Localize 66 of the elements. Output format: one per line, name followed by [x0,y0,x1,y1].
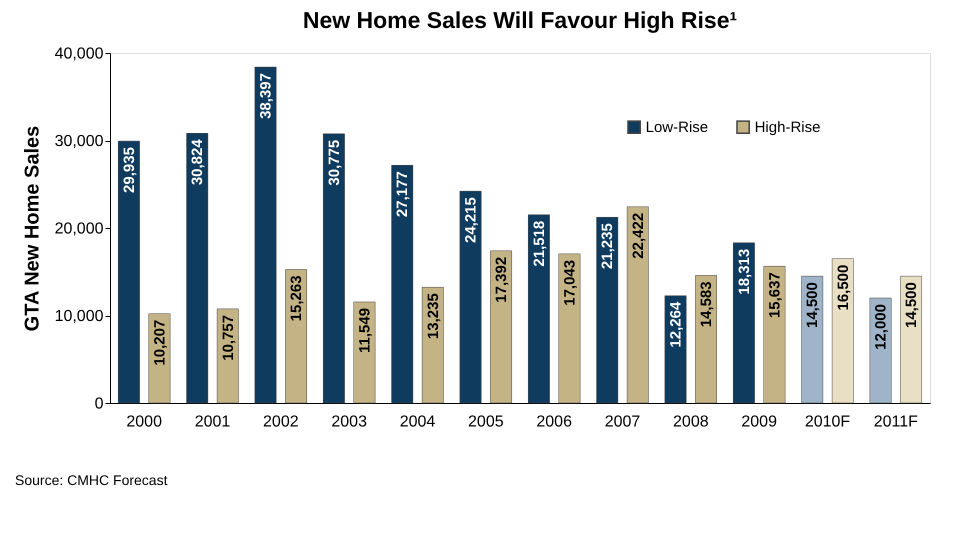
y-axis-title: GTA New Home Sales [22,126,44,332]
bar [900,276,922,404]
bar [422,286,444,404]
bar [285,269,308,404]
bar [732,242,755,404]
chart-title: New Home Sales Will Favour High Rise¹ [302,7,738,33]
data-label: 15,263 [288,275,306,322]
bar [695,275,718,404]
bar [354,302,376,404]
bar [460,190,482,404]
data-label: 11,549 [356,308,374,354]
data-label: 21,518 [530,220,548,267]
data-label: 10,207 [151,320,168,366]
x-tick-label: 2008 [673,414,709,430]
data-label: 12,000 [872,304,890,350]
data-label: 24,215 [462,197,480,244]
bar [254,66,276,404]
x-tick-label: 2003 [331,414,368,430]
y-tick-label: 10,000 [54,308,104,325]
data-label: 21,235 [599,223,616,270]
bar [596,216,618,404]
data-label: 17,043 [561,260,578,306]
x-tick-label: 2011F [874,414,918,430]
data-label: 14,583 [698,281,716,328]
data-label: 15,637 [766,272,784,318]
legend-label: High-Rise [754,119,820,136]
x-tick-label: 2001 [194,414,230,430]
bar [186,133,208,404]
data-label: 16,500 [834,264,852,311]
x-tick-label: 2004 [400,414,436,430]
x-tick-label: 2005 [468,414,504,430]
x-tick-label: 2000 [126,414,162,430]
data-label: 14,500 [804,282,822,328]
data-label: 13,235 [424,293,442,340]
data-label: 38,397 [258,73,275,119]
x-tick-label: 2009 [741,414,778,430]
data-label: 30,824 [189,138,206,186]
x-tick-label: 2006 [536,414,572,430]
y-tick-label: 40,000 [54,46,104,62]
bar [528,214,550,404]
legend-label: Low-Rise [646,119,708,136]
bar [764,266,786,404]
data-label: 17,392 [493,256,510,303]
bar [322,133,345,404]
bar [490,250,512,404]
bar [626,206,649,404]
y-tick-label: 0 [94,396,104,412]
x-tick-label: 2002 [263,414,299,430]
data-label: 10,757 [220,314,237,361]
bar [801,276,824,404]
data-label: 14,500 [903,282,920,328]
bar [558,254,580,404]
bar [118,140,140,404]
data-label: 12,264 [668,301,685,348]
bar [391,164,414,404]
data-label: 18,313 [736,248,753,295]
data-label: 27,177 [394,171,412,218]
source-note: Source: CMHC Forecast [15,472,168,488]
x-tick-label: 2007 [604,414,640,430]
bar [832,258,854,404]
y-tick-label: 20,000 [54,220,104,238]
y-tick-label: 30,000 [54,133,104,150]
x-tick-label: 2010F [804,414,850,430]
data-label: 29,935 [120,147,138,193]
data-label: 22,422 [630,212,647,259]
data-label: 30,775 [326,140,343,186]
